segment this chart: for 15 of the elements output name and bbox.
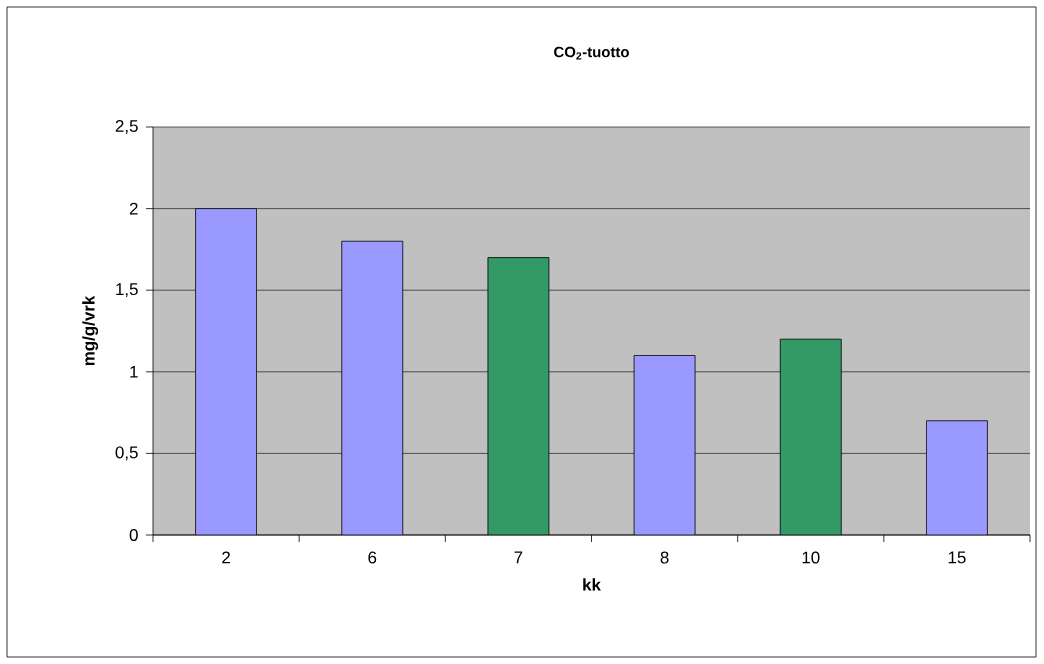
y-tick-label: 2,5: [115, 120, 138, 134]
x-axis-title: kk: [583, 578, 601, 591]
x-tick-label: 15: [948, 551, 966, 564]
x-tick-label: 6: [368, 551, 377, 564]
x-tick-label: 8: [660, 551, 669, 564]
y-tick-label: 1: [130, 365, 138, 378]
x-tick-label: 10: [802, 551, 820, 564]
y-tick-label: 0: [129, 529, 138, 541]
y-tick-label: 1,5: [116, 283, 138, 298]
y-tick-label: 0,5: [115, 446, 138, 461]
y-tick-label: 2: [129, 202, 138, 215]
x-tick-label: 7: [514, 551, 523, 564]
y-axis-title: mg/g/vrk: [82, 295, 99, 366]
chart-title: CO$_{2}$-tuotto: [554, 46, 629, 60]
x-tick-label: 2: [222, 551, 230, 564]
